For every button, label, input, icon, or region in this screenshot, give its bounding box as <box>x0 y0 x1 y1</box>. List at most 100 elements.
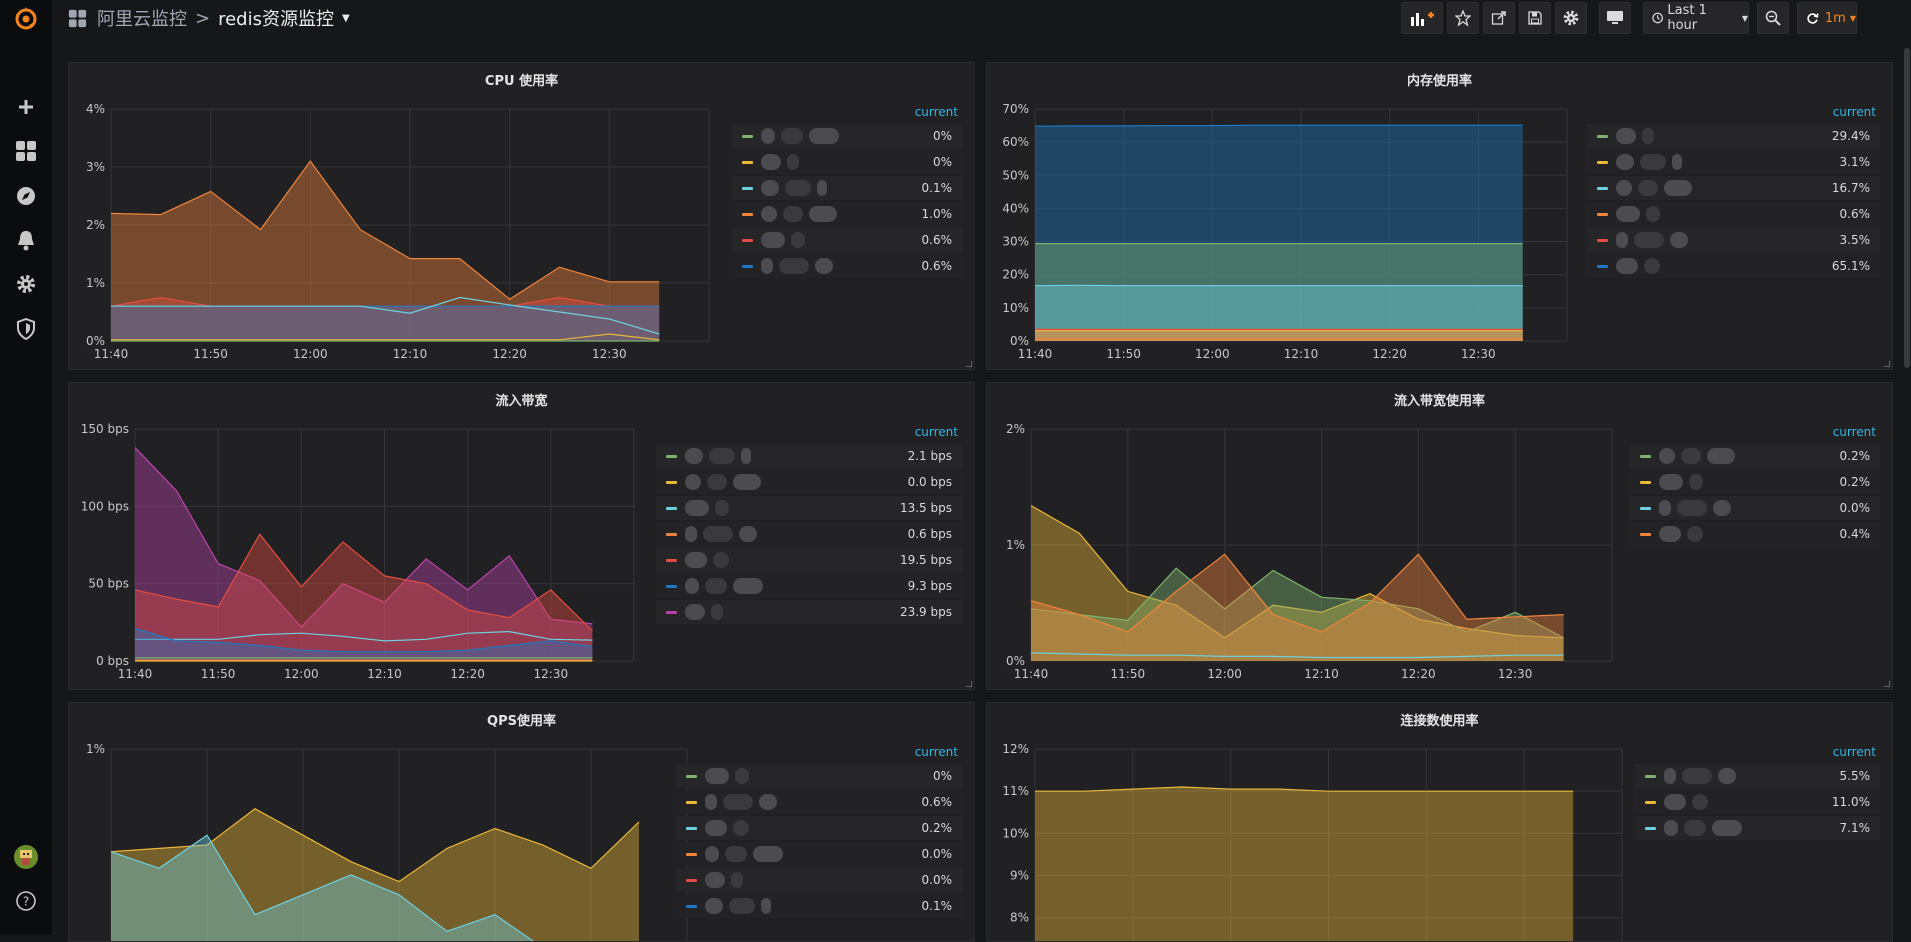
legend-series-cyan[interactable]: 13.5 bps <box>656 496 962 520</box>
legend-series-orange[interactable]: 0.4% <box>1630 522 1880 546</box>
legend-color-swatch[interactable] <box>1597 265 1608 268</box>
legend-color-swatch[interactable] <box>666 611 677 614</box>
resize-handle[interactable] <box>966 681 972 687</box>
legend-series-yellow[interactable]: 3.1% <box>1587 150 1880 174</box>
legend-color-swatch[interactable] <box>686 853 697 856</box>
dashboards-icon[interactable] <box>11 136 41 166</box>
avatar[interactable] <box>11 842 41 872</box>
legend-color-swatch[interactable] <box>1640 507 1651 510</box>
legend-color-swatch[interactable] <box>742 239 753 242</box>
scrollbar-thumb[interactable] <box>1904 48 1910 368</box>
explore-icon[interactable] <box>11 181 41 211</box>
legend-header-current[interactable]: current <box>915 745 958 759</box>
legend-series-orange[interactable]: 0.6% <box>1587 202 1880 226</box>
legend-series-red[interactable]: 0.0% <box>676 868 962 892</box>
legend-series-green[interactable]: 0% <box>732 124 962 148</box>
legend-series-cyan[interactable]: 0.2% <box>676 816 962 840</box>
legend-series-blue[interactable]: 65.1% <box>1587 254 1880 278</box>
legend-color-swatch[interactable] <box>666 533 677 536</box>
legend-series-red[interactable]: 3.5% <box>1587 228 1880 252</box>
resize-handle[interactable] <box>966 361 972 367</box>
legend-color-swatch[interactable] <box>1645 801 1656 804</box>
refresh-button[interactable]: 1m ▼ <box>1797 2 1857 34</box>
legend-series-orange[interactable]: 1.0% <box>732 202 962 226</box>
legend-series-green[interactable]: 5.5% <box>1635 764 1880 788</box>
legend-series-cyan[interactable]: 7.1% <box>1635 816 1880 840</box>
legend-color-swatch[interactable] <box>742 213 753 216</box>
alerting-icon[interactable] <box>11 225 41 255</box>
legend-header-current[interactable]: current <box>1833 425 1876 439</box>
legend-series-yellow[interactable]: 0.0 bps <box>656 470 962 494</box>
legend-series-cyan[interactable]: 0.1% <box>732 176 962 200</box>
legend-header-current[interactable]: current <box>915 425 958 439</box>
legend-series-cyan[interactable]: 16.7% <box>1587 176 1880 200</box>
tv-mode-button[interactable] <box>1599 2 1631 34</box>
legend-series-green[interactable]: 29.4% <box>1587 124 1880 148</box>
legend-color-swatch[interactable] <box>1645 827 1656 830</box>
chevron-down-icon[interactable]: ▼ <box>342 13 350 24</box>
legend-color-swatch[interactable] <box>1597 239 1608 242</box>
legend-color-swatch[interactable] <box>666 585 677 588</box>
add-panel-button[interactable] <box>1401 2 1443 34</box>
legend-series-blue[interactable]: 0.1% <box>676 894 962 918</box>
legend-series-green[interactable]: 2.1 bps <box>656 444 962 468</box>
legend-color-swatch[interactable] <box>686 775 697 778</box>
save-button[interactable] <box>1519 2 1551 34</box>
legend-series-orange[interactable]: 0.0% <box>676 842 962 866</box>
legend-color-swatch[interactable] <box>666 481 677 484</box>
legend-series-yellow[interactable]: 11.0% <box>1635 790 1880 814</box>
shield-icon[interactable] <box>11 314 41 344</box>
legend-series-orange[interactable]: 0.6 bps <box>656 522 962 546</box>
dashboards-icon[interactable] <box>68 9 87 28</box>
legend-series-yellow[interactable]: 0.6% <box>676 790 962 814</box>
legend-color-swatch[interactable] <box>666 507 677 510</box>
legend-color-swatch[interactable] <box>742 265 753 268</box>
legend-series-yellow[interactable]: 0% <box>732 150 962 174</box>
legend-color-swatch[interactable] <box>1597 213 1608 216</box>
plus-icon[interactable] <box>11 92 41 122</box>
legend-color-swatch[interactable] <box>742 161 753 164</box>
legend-series-cyan[interactable]: 0.0% <box>1630 496 1880 520</box>
legend-color-swatch[interactable] <box>686 905 697 908</box>
legend-color-swatch[interactable] <box>686 827 697 830</box>
legend-series-red[interactable]: 0.6% <box>732 228 962 252</box>
legend-header-current[interactable]: current <box>1833 745 1876 759</box>
legend-series-blue[interactable]: 0.6% <box>732 254 962 278</box>
resize-handle[interactable] <box>1884 361 1890 367</box>
legend-color-swatch[interactable] <box>1597 187 1608 190</box>
legend-color-swatch[interactable] <box>686 879 697 882</box>
legend-color-swatch[interactable] <box>686 801 697 804</box>
grafana-logo-icon[interactable] <box>11 4 41 34</box>
qps-usage-graph[interactable]: 1% <box>69 703 729 942</box>
legend-color-swatch[interactable] <box>1640 481 1651 484</box>
legend-color-swatch[interactable] <box>1640 533 1651 536</box>
legend-color-swatch[interactable] <box>1640 455 1651 458</box>
legend-color-swatch[interactable] <box>666 455 677 458</box>
legend-header-current[interactable]: current <box>915 105 958 119</box>
legend-series-red[interactable]: 19.5 bps <box>656 548 962 572</box>
legend-color-swatch[interactable] <box>666 559 677 562</box>
legend-color-swatch[interactable] <box>1645 775 1656 778</box>
settings-button[interactable] <box>1555 2 1587 34</box>
legend-color-swatch[interactable] <box>742 187 753 190</box>
legend-color-swatch[interactable] <box>742 135 753 138</box>
folder-link[interactable]: 阿里云监控 <box>97 5 187 31</box>
legend-color-swatch[interactable] <box>1597 135 1608 138</box>
dashboard-title[interactable]: redis资源监控 <box>218 5 334 31</box>
configuration-icon[interactable] <box>11 269 41 299</box>
legend-series-blue[interactable]: 9.3 bps <box>656 574 962 598</box>
legend-series-green[interactable]: 0% <box>676 764 962 788</box>
zoom-out-button[interactable] <box>1757 2 1789 34</box>
resize-handle[interactable] <box>1884 681 1890 687</box>
legend-color-swatch[interactable] <box>1597 161 1608 164</box>
scrollbar[interactable] <box>1903 48 1911 938</box>
legend-series-green[interactable]: 0.2% <box>1630 444 1880 468</box>
time-picker[interactable]: Last 1 hour ▼ <box>1643 2 1749 34</box>
legend-series-yellow[interactable]: 0.2% <box>1630 470 1880 494</box>
connection-usage-graph[interactable]: 7%8%9%10%11%12% <box>987 703 1637 942</box>
legend-series-purple[interactable]: 23.9 bps <box>656 600 962 624</box>
